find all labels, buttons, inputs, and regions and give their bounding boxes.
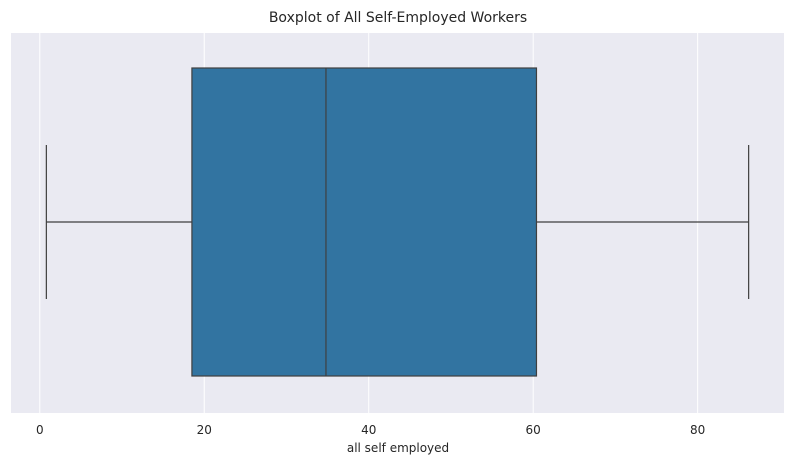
x-tick-label: 80 xyxy=(690,423,705,437)
x-axis-ticks: 0 20 40 60 80 xyxy=(36,423,705,437)
x-tick-label: 20 xyxy=(197,423,212,437)
x-axis-label: all self employed xyxy=(347,441,449,455)
iqr-box xyxy=(191,67,538,377)
x-tick-label: 60 xyxy=(526,423,541,437)
box-group xyxy=(45,67,750,377)
x-tick-label: 0 xyxy=(36,423,44,437)
x-tick-label: 40 xyxy=(361,423,376,437)
chart-title: Boxplot of All Self-Employed Workers xyxy=(269,10,527,26)
